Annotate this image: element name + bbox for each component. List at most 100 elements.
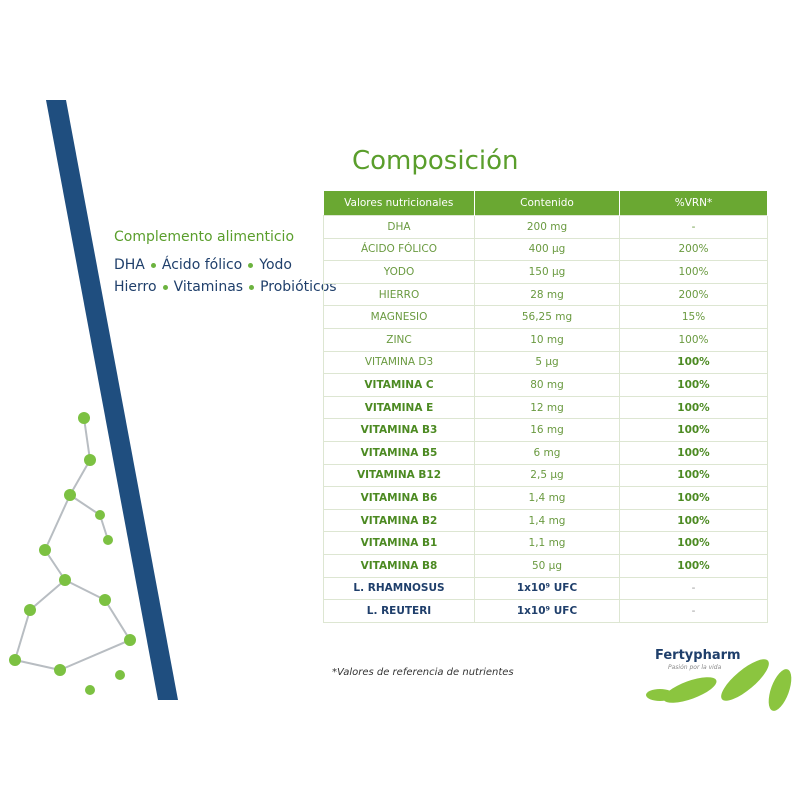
- bullet: [162, 284, 168, 290]
- table-row: ZINC 10 mg 100%: [323, 327, 768, 352]
- table-cell: 2,5 µg: [474, 463, 620, 488]
- table-cell: 28 mg: [474, 282, 620, 307]
- table-cell: L. RHAMNOSUS: [323, 576, 475, 601]
- table-cell: 100%: [619, 463, 768, 488]
- table-cell: 100%: [619, 395, 768, 420]
- table-cell: 16 mg: [474, 418, 620, 442]
- table-cell: 100%: [619, 327, 768, 352]
- table-cell: 200 mg: [474, 215, 620, 239]
- header-row: Valores nutricionales Contenido %VRN*: [323, 191, 768, 216]
- table-cell: 100%: [619, 373, 768, 397]
- table-cell: 10 mg: [474, 327, 620, 352]
- table-cell: 1,4 mg: [474, 508, 620, 533]
- table-cell: 200%: [619, 282, 768, 307]
- table-cell: VITAMINA B2: [323, 508, 475, 533]
- table-cell: VITAMINA B3: [323, 418, 475, 442]
- bullet: [248, 262, 254, 268]
- table-cell: 56,25 mg: [474, 305, 620, 329]
- table-cell: 200%: [619, 237, 768, 262]
- table-cell: VITAMINA B8: [323, 553, 475, 578]
- blue-stripe: [46, 100, 178, 700]
- table-row: VITAMINA B6 1,4 mg 100%: [323, 486, 768, 510]
- ingredient: Hierro: [114, 279, 157, 295]
- table-cell: HIERRO: [323, 282, 475, 307]
- table-cell: 100%: [619, 486, 768, 510]
- table-cell: 80 mg: [474, 373, 620, 397]
- table-cell: ZINC: [323, 327, 475, 352]
- logo: Fertypharm: [655, 648, 741, 663]
- table-cell: VITAMINA E: [323, 395, 475, 420]
- table-row: VITAMINA B5 6 mg 100%: [323, 440, 768, 465]
- table-row: ÁCIDO FÓLICO 400 µg 200%: [323, 237, 768, 262]
- table-cell: 1x10⁹ UFC: [474, 599, 620, 623]
- table-body: DHA 200 mg - ÁCIDO FÓLICO 400 µg 200% YODO 150 …: [323, 215, 768, 623]
- tagline: Pasión por la vida: [668, 664, 722, 671]
- table-cell: 1,1 mg: [474, 531, 620, 555]
- table-cell: -: [619, 576, 768, 601]
- table-row: DHA 200 mg -: [323, 215, 768, 239]
- bullet: [249, 284, 255, 290]
- table-cell: ÁCIDO FÓLICO: [323, 237, 475, 262]
- table-cell: MAGNESIO: [323, 305, 475, 329]
- table-cell: 150 µg: [474, 260, 620, 284]
- table-row: L. RHAMNOSUS 1x10⁹ UFC -: [323, 576, 768, 601]
- table-row: VITAMINA B12 2,5 µg 100%: [323, 463, 768, 488]
- ingredients-line: DHA Ácido fólico Yodo: [114, 257, 292, 273]
- table-cell: 100%: [619, 531, 768, 555]
- table-row: MAGNESIO 56,25 mg 15%: [323, 305, 768, 329]
- table-cell: VITAMINA B12: [323, 463, 475, 488]
- table-cell: VITAMINA C: [323, 373, 475, 397]
- ingredients-line: Hierro Vitaminas Probióticos: [114, 279, 337, 295]
- table-row: YODO 150 µg 100%: [323, 260, 768, 284]
- table-cell: VITAMINA B5: [323, 440, 475, 465]
- table-row: VITAMINA C 80 mg 100%: [323, 373, 768, 397]
- bullet: [150, 262, 156, 268]
- footnote: *Valores de referencia de nutrientes: [332, 667, 514, 678]
- subtitle: Complemento alimenticio: [114, 229, 295, 245]
- table-cell: 1x10⁹ UFC: [474, 576, 620, 601]
- header-cell: %VRN*: [619, 191, 768, 216]
- table-row: VITAMINA B1 1,1 mg 100%: [323, 531, 768, 555]
- table-row: VITAMINA B3 16 mg 100%: [323, 418, 768, 442]
- table-cell: YODO: [323, 260, 475, 284]
- table-row: HIERRO 28 mg 200%: [323, 282, 768, 307]
- bacteria: [646, 659, 792, 711]
- table-cell: DHA: [323, 215, 475, 239]
- table-row: VITAMINA B2 1,4 mg 100%: [323, 508, 768, 533]
- header-cell: Contenido: [474, 191, 620, 216]
- table-row: VITAMINA E 12 mg 100%: [323, 395, 768, 420]
- table-cell: 15%: [619, 305, 768, 329]
- header-cell: Valores nutricionales: [323, 191, 475, 216]
- nutrition-table: Valores nutricionales Contenido %VRN* DH…: [323, 191, 768, 623]
- table-cell: 100%: [619, 553, 768, 578]
- ingredient: DHA: [114, 257, 145, 273]
- table-cell: 400 µg: [474, 237, 620, 262]
- table-cell: 100%: [619, 260, 768, 284]
- table-cell: 100%: [619, 350, 768, 375]
- table-cell: VITAMINA B1: [323, 531, 475, 555]
- table-row: VITAMINA D3 5 µg 100%: [323, 350, 768, 375]
- title: Composición: [352, 146, 519, 176]
- molecule-nodes: [9, 412, 136, 695]
- table-cell: -: [619, 599, 768, 623]
- table-cell: L. REUTERI: [323, 599, 475, 623]
- ingredient: Ácido fólico: [161, 257, 243, 273]
- table-cell: 12 mg: [474, 395, 620, 420]
- table-cell: 100%: [619, 508, 768, 533]
- table-cell: 5 µg: [474, 350, 620, 375]
- table-cell: -: [619, 215, 768, 239]
- table-cell: 100%: [619, 418, 768, 442]
- table-cell: 100%: [619, 440, 768, 465]
- table-cell: 6 mg: [474, 440, 620, 465]
- table-row: L. REUTERI 1x10⁹ UFC -: [323, 599, 768, 623]
- ingredient: Yodo: [259, 257, 292, 273]
- table-row: VITAMINA B8 50 µg 100%: [323, 553, 768, 578]
- table-cell: 1,4 mg: [474, 486, 620, 510]
- table-cell: 50 µg: [474, 553, 620, 578]
- ingredient: Probióticos: [260, 279, 337, 295]
- ingredient: Vitaminas: [173, 279, 244, 295]
- table-cell: VITAMINA D3: [323, 350, 475, 375]
